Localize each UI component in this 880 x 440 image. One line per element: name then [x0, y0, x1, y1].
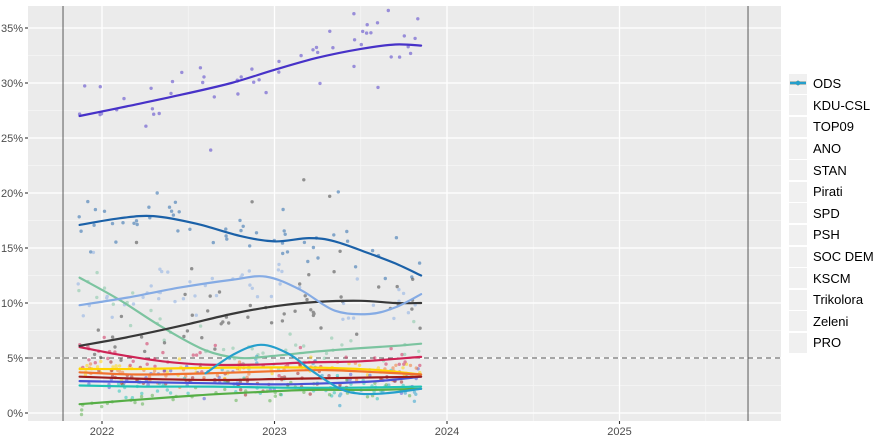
- scatter-ods: [77, 190, 422, 281]
- legend-item-zeleni: Zeleni: [789, 80, 874, 333]
- legend-item-soc-dem: SOC DEM: [789, 80, 874, 268]
- legend-key-icon-kdu-csl: [789, 80, 807, 116]
- y-axis-label-5%: 5%: [7, 353, 23, 365]
- trend-line-psh: [78, 375, 423, 386]
- legend-key-icon-top09: [789, 80, 807, 137]
- legend-label: KSCM: [813, 270, 851, 286]
- legend-item-pirati: Pirati: [789, 80, 874, 203]
- scatter-ano: [77, 8, 420, 152]
- legend-item-ano: ANO: [789, 80, 874, 160]
- x-axis-label-2023: 2023: [262, 426, 286, 438]
- legend-label: ODS: [813, 76, 842, 92]
- legend-item-trikolora: Trikolora: [789, 80, 874, 311]
- x-axis-label-2024: 2024: [435, 426, 459, 438]
- trend-line-spd: [78, 275, 423, 316]
- trend-line-top09: [78, 345, 423, 367]
- y-axis-label-30%: 30%: [1, 78, 23, 90]
- legend-label: PSH: [813, 227, 840, 243]
- legend-key-icon-kscm: [789, 80, 807, 289]
- legend-key-icon-spd: [789, 80, 807, 224]
- legend-item-top09: TOP09: [789, 80, 874, 138]
- legend-item-stan: STAN: [789, 80, 874, 181]
- legend-key-icon-psh: [789, 80, 807, 245]
- legend-key-icon-pirati: [789, 80, 807, 202]
- legend-key-icon-soc-dem: [789, 80, 807, 267]
- scatter-spd: [76, 250, 417, 321]
- legend-item-psh: PSH: [789, 80, 874, 246]
- y-axis-label-35%: 35%: [1, 23, 23, 35]
- legend-label: KDU-CSL: [813, 97, 871, 113]
- legend-key-icon-ano: [789, 80, 807, 159]
- legend: ODS KDU-CSL TOP09 ANO STAN Pirati SPD PSH SOC DE…: [789, 73, 874, 354]
- trend-line-zeleni: [78, 387, 423, 406]
- y-axis-label-15%: 15%: [1, 243, 23, 255]
- legend-label: SPD: [813, 205, 840, 221]
- legend-key-icon-stan: [789, 80, 807, 181]
- legend-key-icon-zeleni: [789, 80, 807, 332]
- legend-key-icon-pro: [789, 80, 807, 353]
- legend-item-kdu-csl: KDU-CSL: [789, 80, 874, 117]
- y-axis-label-0%: 0%: [7, 408, 23, 420]
- trend-line-kscm: [78, 375, 423, 382]
- legend-item-pro: PRO: [789, 80, 874, 354]
- trend-line-ano: [78, 43, 423, 118]
- trend-line-pirati: [78, 299, 423, 347]
- legend-label: Pirati: [813, 184, 843, 200]
- trend-line-trikolora: [78, 384, 423, 389]
- gridlines-minor: [28, 6, 781, 421]
- legend-label: Zeleni: [813, 313, 849, 329]
- trend-line-soc-dem: [78, 368, 423, 376]
- legend-label: SOC DEM: [813, 249, 874, 265]
- y-axis-label-25%: 25%: [1, 133, 23, 145]
- legend-item-spd: SPD: [789, 80, 874, 225]
- legend-label: PRO: [813, 335, 842, 351]
- plot-panel: [28, 6, 781, 421]
- legend-label: ANO: [813, 141, 842, 157]
- legend-label: TOP09: [813, 119, 854, 135]
- y-axis-label-20%: 20%: [1, 188, 23, 200]
- legend-label: Trikolora: [813, 292, 864, 308]
- legend-key-icon-trikolora: [789, 80, 807, 310]
- legend-item-kscm: KSCM: [789, 80, 874, 289]
- legend-label: STAN: [813, 162, 847, 178]
- x-axis-label-2025: 2025: [607, 426, 631, 438]
- trend-line-ods: [78, 214, 423, 277]
- trend-line-pro: [204, 343, 423, 396]
- axis-ticks: [25, 27, 621, 424]
- trend-line-stan: [78, 276, 423, 360]
- y-axis-label-10%: 10%: [1, 298, 23, 310]
- trend-line-kdu-csl: [78, 366, 423, 376]
- x-axis-label-2022: 2022: [90, 426, 114, 438]
